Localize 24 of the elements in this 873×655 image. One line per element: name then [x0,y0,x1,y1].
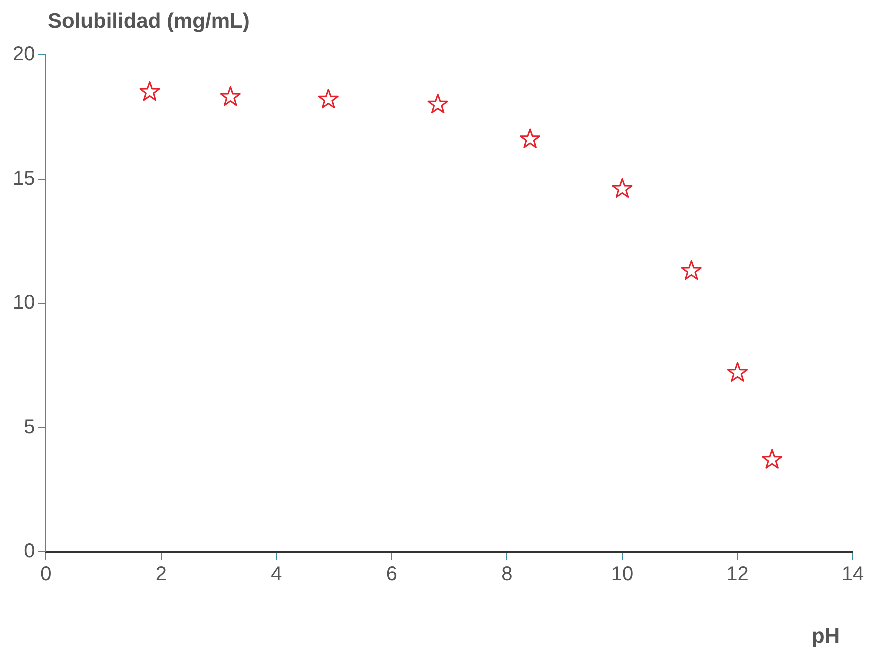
x-tick-label: 14 [842,564,864,586]
y-axis-title: Solubilidad (mg/mL) [48,10,250,34]
y-tick-label: 20 [12,44,36,66]
y-tick-label: 15 [12,168,36,190]
y-tick-label: 5 [24,416,36,438]
x-tick-label: 4 [271,564,282,586]
point [140,82,160,102]
x-tick-label: 8 [502,564,513,586]
x-tick-label: 2 [156,564,168,586]
point [220,86,241,106]
y-tick-label: 10 [12,292,36,314]
point [428,94,448,114]
x-tick-label: 6 [386,564,398,586]
point [612,178,633,198]
point [520,128,541,148]
x-tick-label: 12 [726,564,749,586]
point [727,362,748,382]
x-tick-label: 0 [40,564,52,586]
x-axis-title: pH [812,625,840,649]
y-tick-label: 0 [24,540,36,563]
point [318,88,339,109]
point [762,449,783,469]
x-tick-label: 10 [611,564,634,586]
point [681,260,702,280]
